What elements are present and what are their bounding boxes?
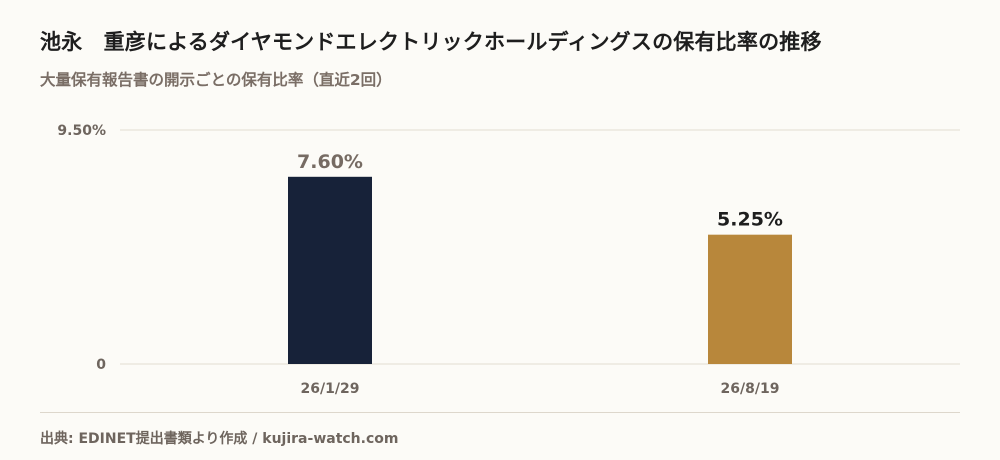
x-tick-label: 26/1/29 [301,381,360,397]
bar-value-label: 7.60% [297,151,363,173]
source-note: 出典: EDINET提出書類より作成 / kujira-watch.com [40,431,399,447]
bar [708,234,792,364]
chart-title: 池永 重彦によるダイヤモンドエレクトリックホールディングスの保有比率の推移 [40,30,822,54]
bar-chart: 0 9.50% 7.60% 26/1/29 5.25% 26/8/19 [57,123,960,397]
x-tick-label: 26/8/19 [721,381,780,397]
bar [288,176,372,364]
y-tick-label: 0 [96,357,106,373]
y-tick-label: 9.50% [57,123,106,139]
bar-value-label: 5.25% [717,209,783,231]
footer-divider [40,412,960,413]
chart-subtitle: 大量保有報告書の開示ごとの保有比率（直近2回） [40,71,392,89]
